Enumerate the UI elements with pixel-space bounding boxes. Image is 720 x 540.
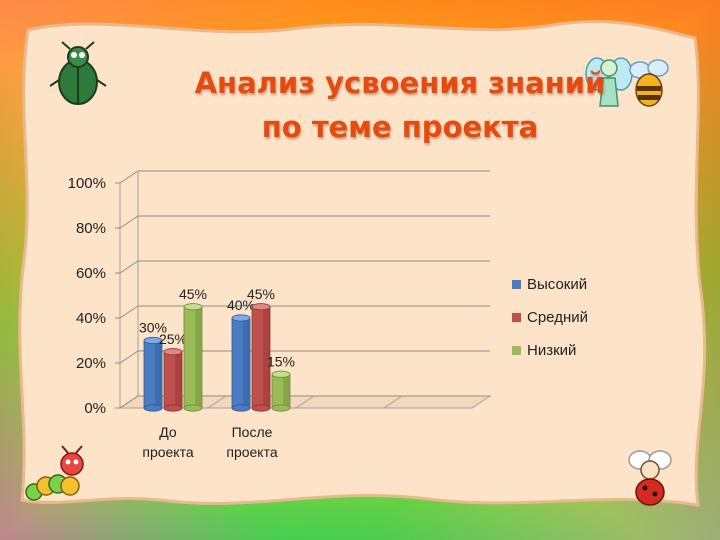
slide-title-line-1: Анализ усвоения знаний: [194, 66, 606, 100]
bar-high-before-shade: [155, 340, 162, 408]
floor-divider: [383, 395, 403, 409]
bar-medium-after-shade: [263, 306, 270, 408]
y-tick-label: 60%: [76, 265, 106, 282]
fairy-icon: [585, 57, 633, 107]
bar-low-before-bottom: [183, 404, 203, 412]
legend-swatch-high: [512, 279, 521, 289]
bar-low-after-shade: [283, 374, 290, 408]
bar-high-before-label: 30%: [139, 320, 167, 336]
bar-high-after-bottom: [231, 404, 251, 412]
category-label-before-line-2: проекта: [142, 444, 194, 460]
bar-high-before-bottom: [143, 404, 163, 412]
gridline-diagonal: [119, 350, 139, 364]
floor-divider: [295, 395, 315, 409]
bar-low-before-label: 45%: [179, 286, 207, 302]
bar-high-after-label: 40%: [227, 297, 255, 313]
legend-item-high: Высокий: [512, 273, 588, 295]
gridline-diagonal: [119, 170, 139, 184]
gridline-diagonal: [119, 395, 139, 409]
bar-low-before-shade: [195, 306, 202, 408]
bar-low-after-label: 15%: [267, 353, 295, 369]
y-tick-label: 100%: [68, 175, 106, 192]
y-tick-label: 80%: [76, 220, 106, 237]
legend-label-high: Высокий: [527, 275, 588, 293]
gridline-diagonal: [119, 215, 139, 229]
slide-title-line-2: по теме проекта: [261, 110, 539, 144]
bar-medium-after-label: 45%: [247, 286, 275, 302]
bar-low-after-bottom: [271, 404, 291, 412]
ladybug-icon: [628, 450, 672, 506]
bar-medium-before-bottom: [163, 404, 183, 412]
bar-high-before-top: [143, 336, 163, 345]
bar-medium-after-top: [251, 303, 271, 311]
bar-low-before-top: [183, 303, 203, 311]
bar-low-after-top: [271, 370, 291, 378]
bar-high-after-shade: [243, 318, 250, 408]
legend-swatch-medium: [512, 312, 521, 322]
y-tick-label: 0%: [84, 400, 106, 417]
legend-item-medium: Средний: [512, 306, 588, 328]
y-tick-label: 40%: [76, 310, 106, 327]
chart-legend: Высокий Средний Низкий: [512, 273, 588, 372]
caterpillar-icon: [25, 445, 84, 501]
legend-label-low: Низкий: [527, 341, 577, 359]
y-tick-label: 20%: [76, 355, 106, 372]
legend-swatch-low: [512, 345, 521, 355]
bee-icon: [629, 59, 669, 107]
floor-divider: [207, 395, 227, 409]
category-label-before-line-1: До: [159, 424, 177, 440]
category-label-after-line-2: проекта: [226, 444, 278, 460]
bar-medium-before-top: [163, 348, 183, 356]
category-label-after: После проекта: [212, 422, 292, 462]
category-label-after-line-1: После: [231, 424, 273, 440]
bar-high-after-top: [231, 314, 251, 322]
gridline-diagonal: [119, 260, 139, 274]
bar-medium-before-label: 25%: [159, 331, 187, 347]
gridline-diagonal: [119, 305, 139, 319]
beetle-icon: [49, 41, 107, 105]
category-label-before: До проекта: [128, 422, 208, 462]
legend-label-medium: Средний: [527, 308, 588, 326]
bar-medium-after-bottom: [251, 404, 271, 412]
bar-medium-before-shade: [175, 351, 182, 408]
legend-item-low: Низкий: [512, 339, 588, 361]
